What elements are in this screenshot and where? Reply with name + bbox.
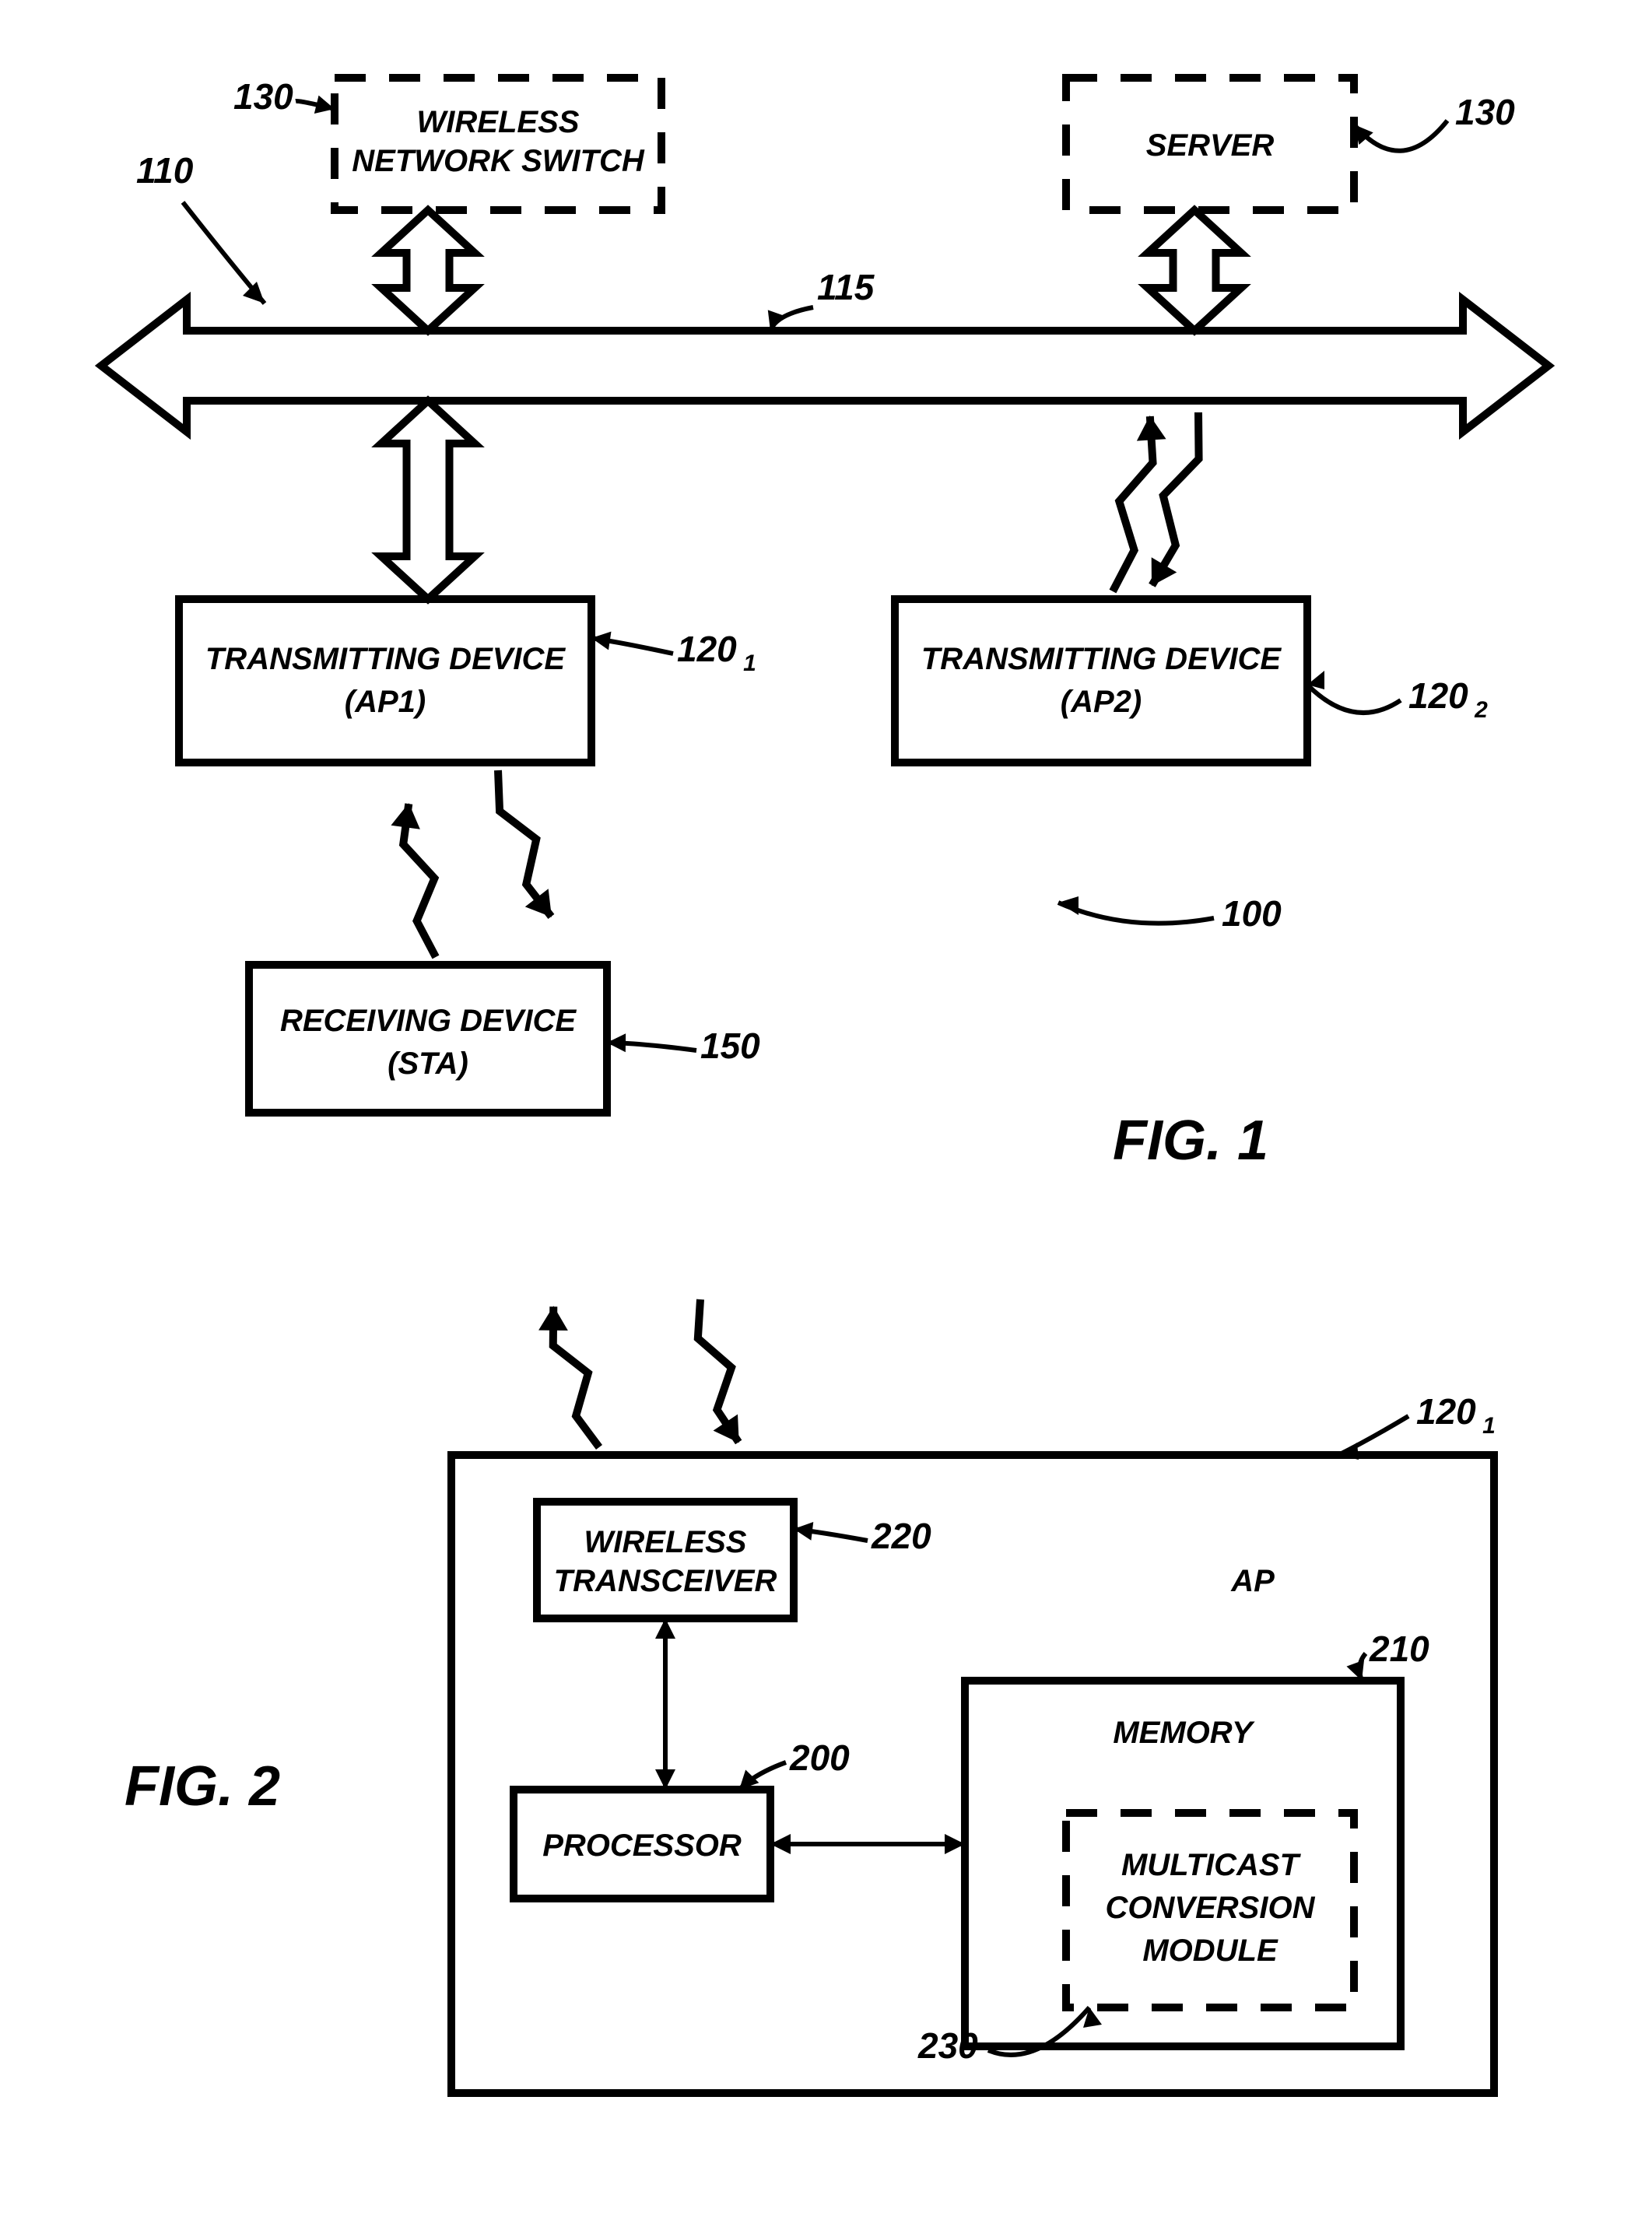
svg-text:120 1: 120 1 — [1416, 1391, 1496, 1439]
svg-text:NETWORK SWITCH: NETWORK SWITCH — [352, 144, 645, 178]
svg-text:FIG. 2: FIG. 2 — [125, 1755, 280, 1818]
svg-text:MODULE: MODULE — [1142, 1934, 1278, 1968]
svg-text:130: 130 — [233, 76, 293, 117]
svg-text:220: 220 — [871, 1516, 931, 1556]
svg-text:MEMORY: MEMORY — [1113, 1716, 1255, 1750]
svg-text:TRANSMITTING DEVICE: TRANSMITTING DEVICE — [205, 642, 566, 676]
svg-text:(AP1): (AP1) — [345, 685, 426, 719]
svg-text:CONVERSION: CONVERSION — [1106, 1891, 1316, 1925]
svg-text:200: 200 — [789, 1737, 850, 1778]
svg-text:RECEIVING DEVICE: RECEIVING DEVICE — [280, 1004, 577, 1038]
svg-text:WIRELESS: WIRELESS — [417, 105, 580, 139]
svg-text:(AP2): (AP2) — [1061, 685, 1142, 719]
svg-text:TRANSCEIVER: TRANSCEIVER — [554, 1564, 777, 1598]
svg-text:AP: AP — [1230, 1564, 1275, 1598]
svg-text:WIRELESS: WIRELESS — [584, 1525, 747, 1559]
svg-text:230: 230 — [917, 2025, 978, 2066]
svg-text:210: 210 — [1369, 1629, 1429, 1669]
svg-text:PROCESSOR: PROCESSOR — [542, 1829, 742, 1863]
svg-text:100: 100 — [1222, 893, 1282, 934]
svg-text:130: 130 — [1455, 92, 1515, 132]
svg-text:120 2: 120 2 — [1408, 675, 1488, 723]
svg-text:SERVER: SERVER — [1146, 128, 1275, 163]
svg-text:(STA): (STA) — [388, 1047, 468, 1081]
svg-text:MULTICAST: MULTICAST — [1121, 1848, 1302, 1882]
svg-text:150: 150 — [700, 1026, 760, 1066]
svg-text:115: 115 — [817, 267, 875, 307]
svg-text:110: 110 — [136, 150, 194, 191]
svg-text:FIG. 1: FIG. 1 — [1113, 1110, 1268, 1172]
svg-text:120 1: 120 1 — [677, 629, 756, 676]
svg-text:TRANSMITTING DEVICE: TRANSMITTING DEVICE — [921, 642, 1282, 676]
